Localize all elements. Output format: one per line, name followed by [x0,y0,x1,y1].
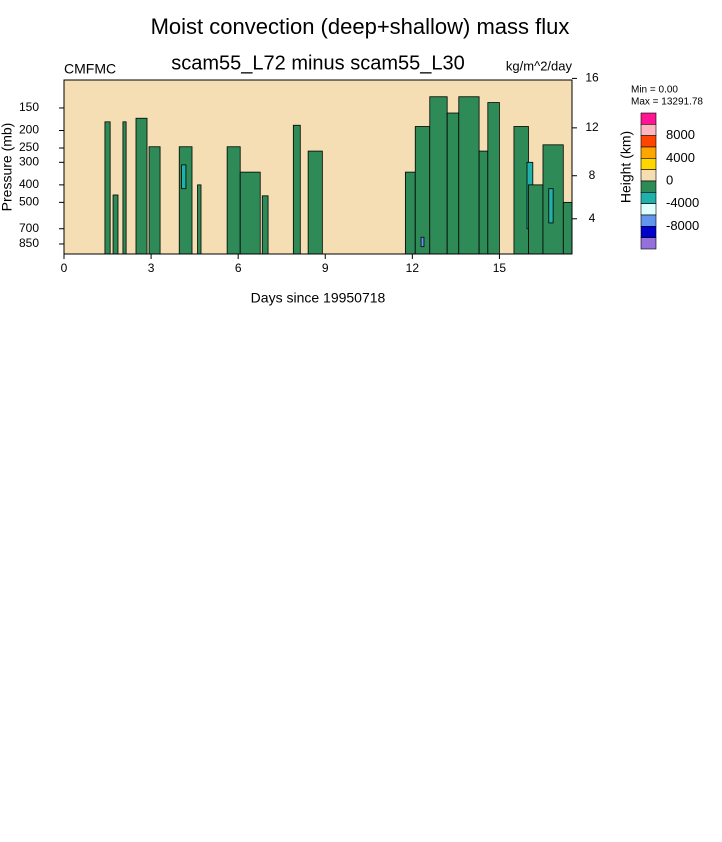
contour-region [446,112,460,255]
contour-region [478,150,489,255]
contour-region [548,188,554,224]
plot-frame [63,79,573,255]
colorbar-label: 8000 [666,127,695,142]
max-label: Max = 13291.78 [631,97,703,108]
contour-region [307,150,323,255]
colorbar-box [640,124,657,136]
left-label: CMFMC [64,61,116,77]
y2-tick-label: 12 [585,120,599,134]
contour-region [404,171,416,255]
contour-region [528,184,544,255]
contour-region [178,146,193,255]
contour-region [181,164,187,190]
y-tick-label: 500 [19,195,39,209]
colorbar-box [640,158,657,170]
y2-tick-label: 16 [585,71,599,85]
contour-region [226,146,241,255]
contour-region [513,126,529,255]
contour-region [414,126,431,255]
x-axis-label: Days since 19950718 [251,290,386,306]
y2-tick-label: 8 [589,168,596,182]
contour-region [261,195,269,255]
y-tick-label: 150 [19,100,39,114]
contour-region [562,201,573,255]
y-tick-label: 300 [19,154,39,168]
contour-region [429,96,448,255]
contour-region [104,121,111,255]
colorbar-label: -4000 [666,195,699,210]
colorbar-box [640,135,657,148]
y-tick-label: 400 [19,177,39,191]
contour-region [420,236,425,248]
y-axis-label: Pressure (mb) [0,123,15,212]
contour-region [487,102,500,255]
colorbar-box [640,146,657,159]
contour-region [112,194,119,255]
chart-title: Moist convection (deep+shallow) mass flu… [151,14,570,39]
colorbar-box [640,192,657,204]
contour-region [197,184,202,255]
y2-tick-label: 4 [589,211,596,225]
contour-region [292,124,301,255]
x-tick-label: 0 [61,261,68,275]
x-tick-label: 6 [235,261,242,275]
y-tick-label: 250 [19,140,39,154]
colorbar-box [640,214,657,227]
colorbar-label: -8000 [666,218,699,233]
y-tick-label: 200 [19,123,39,137]
x-tick-label: 15 [493,261,507,275]
colorbar-box [640,169,657,182]
colorbar-box [640,112,657,125]
chart-subtitle: scam55_L72 minus scam55_L30 [171,52,465,74]
contour-region [122,121,127,255]
contour-region [239,171,261,255]
contour-region [148,146,161,255]
colorbar-box [640,203,657,216]
colorbar-box [640,237,657,250]
y2-axis-label: Height (km) [618,131,634,203]
x-tick-label: 9 [322,261,329,275]
y-tick-label: 700 [19,221,39,235]
x-tick-label: 12 [406,261,420,275]
colorbar-label: 0 [666,172,673,187]
units-label: kg/m^2/day [506,58,573,73]
min-label: Min = 0.00 [631,85,678,96]
colorbar-box [640,180,657,193]
contour-region [135,117,148,255]
contour-region [458,96,480,255]
colorbar-box [640,226,657,238]
colorbar-label: 4000 [666,150,695,165]
y-tick-label: 850 [19,236,39,250]
x-tick-label: 3 [148,261,155,275]
